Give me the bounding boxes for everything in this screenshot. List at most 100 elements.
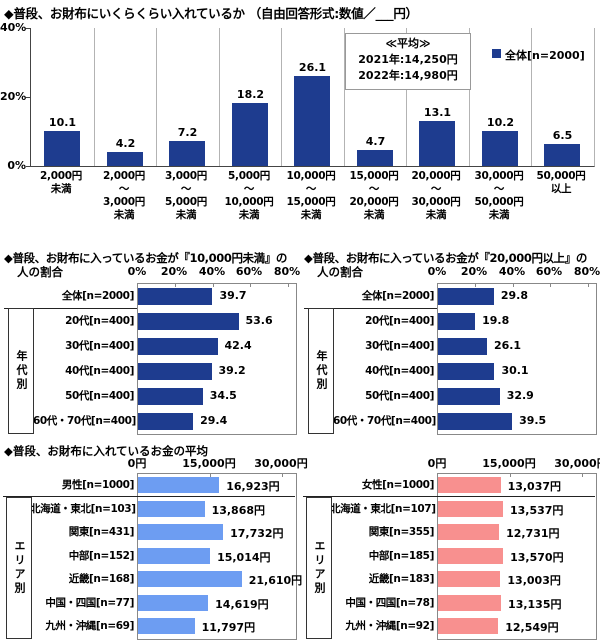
group-label-box: 年代別 bbox=[8, 308, 34, 434]
row-label: 20代[n=400] bbox=[65, 315, 134, 327]
grid-line bbox=[156, 28, 157, 166]
axis-tick bbox=[250, 284, 251, 287]
axis-tick bbox=[282, 474, 283, 477]
axis-tick bbox=[288, 284, 289, 287]
row-label: 近畿[n=183] bbox=[368, 573, 435, 585]
bar bbox=[138, 524, 224, 540]
group-label: 年代別 bbox=[315, 350, 328, 392]
bar bbox=[138, 313, 239, 330]
bar-value-label: 15,014円 bbox=[217, 551, 271, 564]
group-separator bbox=[304, 308, 437, 309]
chart-under-10000: ◆普段、お財布に入っているお金が『10,000円未満』の 人の割合 0% 20%… bbox=[0, 250, 300, 442]
row-label: 30代[n=400] bbox=[65, 340, 134, 352]
bar-value-label: 12,549円 bbox=[505, 621, 559, 634]
row-label: 九州・沖縄[n=69] bbox=[45, 620, 134, 632]
bar bbox=[138, 288, 213, 305]
bar bbox=[438, 618, 499, 634]
axis-tick bbox=[213, 284, 214, 287]
row-label: 近畿[n=168] bbox=[68, 573, 135, 585]
group-label: 年代別 bbox=[15, 350, 28, 392]
row-label: 50代[n=400] bbox=[65, 390, 134, 402]
x-axis-tick: 40% bbox=[198, 265, 226, 278]
axis-tick bbox=[26, 166, 30, 167]
bar-value-label: 16,923円 bbox=[226, 480, 280, 493]
bar bbox=[438, 595, 502, 611]
x-axis-tick: 0% bbox=[127, 265, 147, 278]
plot-area: 39.7 53.6 42.4 39.2 34.5 29.4 bbox=[137, 283, 297, 435]
bar-value-label: 10.1 bbox=[48, 116, 77, 130]
bar bbox=[138, 501, 205, 517]
bar bbox=[438, 363, 495, 380]
axis-tick bbox=[175, 284, 176, 287]
bar bbox=[438, 501, 503, 517]
bar bbox=[544, 143, 580, 166]
row-label: 北海道・東北[n=107] bbox=[330, 503, 436, 515]
row-label: 全体[n=2000] bbox=[361, 290, 435, 302]
bar bbox=[438, 338, 487, 355]
bar bbox=[138, 595, 209, 611]
bar-value-label: 4.2 bbox=[115, 136, 136, 150]
bar bbox=[438, 524, 500, 540]
row-label: 40代[n=400] bbox=[365, 365, 434, 377]
row-label: 中部[n=152] bbox=[68, 550, 135, 562]
axis-tick bbox=[510, 474, 511, 477]
grid-line bbox=[281, 28, 282, 166]
category-label: 10,000円 ～ 15,000円 未満 bbox=[286, 170, 336, 221]
plot-area: 16,923円 13,868円 17,732円 15,014円 21,610円 … bbox=[137, 473, 302, 640]
x-axis-labels: 2,000円 未満 2,000円 ～ 3,000円 未満 3,000円 ～ 5,… bbox=[0, 170, 600, 240]
bar bbox=[232, 103, 268, 166]
category-label: 20,000円 ～ 30,000円 未満 bbox=[411, 170, 461, 221]
bar bbox=[438, 388, 500, 405]
bar bbox=[438, 548, 504, 564]
row-label: 20代[n=400] bbox=[365, 315, 434, 327]
bar-value-label: 18.2 bbox=[236, 88, 265, 102]
bar-value-label: 34.5 bbox=[209, 389, 237, 402]
legend-label: 全体[n=2000] bbox=[505, 49, 585, 62]
row-label: 30代[n=400] bbox=[365, 340, 434, 352]
group-label: エリア別 bbox=[313, 540, 326, 596]
bar-value-label: 26.1 bbox=[298, 60, 327, 74]
bar-value-label: 19.8 bbox=[482, 314, 510, 327]
x-axis-tick: 60% bbox=[535, 265, 563, 278]
axis-tick bbox=[588, 284, 589, 287]
plot-area: 29.8 19.8 26.1 30.1 32.9 39.5 bbox=[437, 283, 597, 435]
row-label: 60代・70代[n=400] bbox=[33, 415, 136, 427]
plot-area: 13,037円 13,537円 12,731円 13,570円 13,003円 … bbox=[437, 473, 597, 640]
bottom-chart-title: ◆普段、お財布に入れているお金の平均 bbox=[4, 444, 208, 458]
x-axis-tick: 20% bbox=[160, 265, 188, 278]
bar-value-label: 12,731円 bbox=[506, 527, 560, 540]
category-label: 3,000円 ～ 5,000円 未満 bbox=[165, 170, 207, 221]
bar bbox=[438, 477, 501, 493]
y-axis-tick-20: 20% bbox=[0, 90, 27, 103]
bar-value-label: 29.8 bbox=[500, 289, 529, 302]
chart-average-female: 0円 15,000円 30,000円 女性[n=1000] 北海道・東北[n=1… bbox=[300, 455, 600, 641]
group-label-box: エリア別 bbox=[6, 497, 32, 639]
axis-tick bbox=[550, 284, 551, 287]
top-chart-title: ◆普段、お財布にいくらくらい入れているか （自由回答形式:数値／___円） bbox=[4, 6, 418, 21]
row-label: 九州・沖縄[n=92] bbox=[345, 620, 434, 632]
average-2022: 2022年:14,980円 bbox=[358, 69, 458, 82]
grid-line bbox=[219, 28, 220, 166]
bar-value-label: 11,797円 bbox=[201, 621, 256, 634]
bar bbox=[138, 548, 211, 564]
row-label: 40代[n=400] bbox=[65, 365, 134, 377]
row-label: 全体[n=2000] bbox=[61, 290, 135, 302]
bar bbox=[138, 571, 242, 587]
bar bbox=[438, 413, 513, 430]
x-axis-tick: 0円 bbox=[127, 457, 147, 470]
grid-line bbox=[531, 28, 532, 166]
bar-value-label: 13,868円 bbox=[211, 504, 266, 517]
chart-average-male: 0円 15,000円 30,000円 男性[n=1000] 北海道・東北[n=1… bbox=[0, 455, 308, 641]
category-label: 15,000円 ～ 20,000円 未満 bbox=[349, 170, 399, 221]
legend: 全体[n=2000] bbox=[492, 47, 585, 63]
chart-over-20000: ◆普段、お財布に入っているお金が『20,000円以上』の 人の割合 0% 20%… bbox=[300, 250, 600, 442]
bar bbox=[438, 313, 476, 330]
axis-tick bbox=[513, 284, 514, 287]
x-axis-tick: 15,000円 bbox=[482, 457, 536, 470]
bar bbox=[44, 131, 80, 166]
bar-value-label: 13,537円 bbox=[509, 504, 564, 517]
category-label: 30,000円 ～ 50,000円 未満 bbox=[474, 170, 524, 221]
bar-value-label: 13,570円 bbox=[510, 551, 564, 564]
bar-value-label: 6.5 bbox=[552, 128, 573, 142]
